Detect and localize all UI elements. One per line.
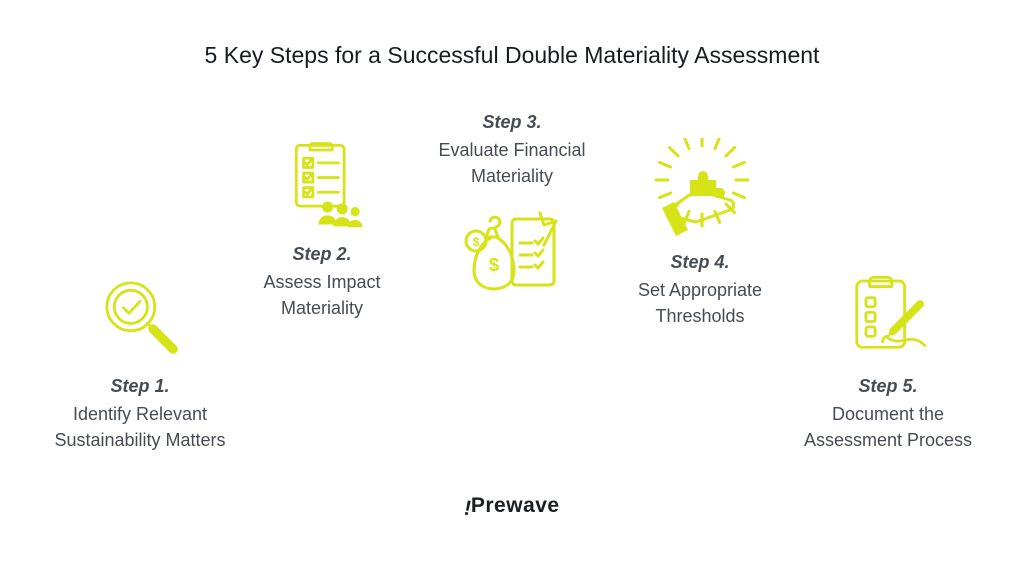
step-5-label: Step 5.	[788, 376, 988, 397]
brand-logo: !Prewave	[0, 494, 1024, 518]
step-2-desc: Assess Impact Materiality	[222, 269, 422, 321]
step-4-desc: Set Appropriate Thresholds	[600, 277, 800, 329]
step-4: Step 4. Set Appropriate Thresholds	[600, 138, 800, 329]
step-5-desc: Document the Assessment Process	[788, 401, 988, 453]
money-checklist-icon: $ $	[462, 203, 562, 303]
hand-puzzle-sun-icon	[650, 138, 750, 238]
step-1-label: Step 1.	[40, 376, 240, 397]
clipboard-write-icon	[842, 270, 934, 362]
step-2-label: Step 2.	[222, 244, 422, 265]
brand-text: Prewave	[471, 494, 560, 517]
step-4-label: Step 4.	[600, 252, 800, 273]
magnifier-check-icon	[94, 270, 186, 362]
page-title: 5 Key Steps for a Successful Double Mate…	[0, 42, 1024, 69]
step-1-desc: Identify Relevant Sustainability Matters	[40, 401, 240, 453]
step-5: Step 5. Document the Assessment Process	[788, 270, 988, 453]
step-1: Step 1. Identify Relevant Sustainability…	[40, 270, 240, 453]
checklist-people-icon	[276, 138, 368, 230]
svg-text:$: $	[473, 235, 480, 249]
step-3-label: Step 3.	[412, 112, 612, 133]
svg-text:$: $	[489, 255, 499, 275]
step-2: Step 2. Assess Impact Materiality	[222, 138, 422, 321]
step-3-desc: Evaluate Financial Materiality	[412, 137, 612, 189]
step-3: Step 3. Evaluate Financial Materiality $…	[412, 112, 612, 303]
